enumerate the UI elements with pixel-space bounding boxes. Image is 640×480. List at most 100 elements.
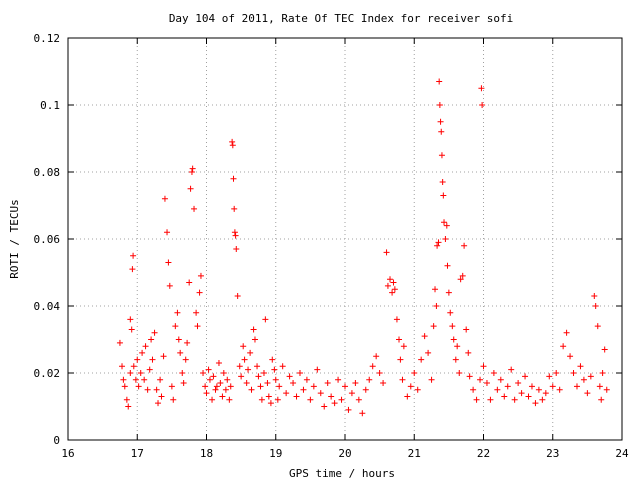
- data-point: [314, 366, 321, 373]
- x-tick-label: 21: [408, 447, 421, 460]
- data-point: [236, 363, 243, 370]
- data-point: [397, 356, 404, 363]
- data-point: [157, 376, 164, 383]
- data-point: [130, 363, 137, 370]
- data-point: [165, 259, 172, 266]
- data-point: [142, 343, 149, 350]
- y-tick-label: 0: [53, 434, 60, 447]
- data-point: [205, 366, 212, 373]
- data-point: [127, 316, 134, 323]
- data-point: [267, 400, 274, 407]
- data-point: [240, 343, 247, 350]
- data-point: [501, 393, 508, 400]
- data-point: [245, 366, 252, 373]
- data-point: [148, 336, 155, 343]
- data-point: [535, 386, 542, 393]
- data-point: [230, 175, 237, 182]
- data-point: [220, 370, 227, 376]
- data-point: [196, 289, 203, 296]
- data-point: [137, 370, 144, 376]
- data-point: [546, 373, 553, 380]
- data-point: [153, 386, 160, 393]
- data-point: [166, 282, 173, 289]
- y-tick-label: 0.08: [34, 166, 61, 179]
- data-point: [149, 356, 156, 363]
- data-point: [483, 380, 490, 387]
- data-point: [404, 393, 411, 400]
- data-point: [200, 370, 207, 376]
- data-point: [428, 376, 435, 383]
- data-point: [345, 406, 352, 413]
- data-point: [202, 383, 209, 390]
- data-point: [155, 400, 162, 407]
- data-point: [303, 376, 310, 383]
- data-point: [497, 376, 504, 383]
- data-point: [411, 370, 418, 376]
- data-point: [596, 383, 603, 390]
- data-point: [130, 252, 137, 259]
- data-point: [260, 370, 267, 376]
- data-point: [219, 393, 226, 400]
- data-point: [459, 272, 466, 279]
- plot-frame: [67, 37, 623, 441]
- data-point: [563, 329, 570, 336]
- x-tick-label: 18: [200, 447, 213, 460]
- data-point: [120, 376, 127, 383]
- data-point: [599, 370, 606, 376]
- data-point: [461, 242, 468, 249]
- data-point: [352, 380, 359, 387]
- data-point: [338, 396, 345, 403]
- data-point: [321, 403, 328, 410]
- data-point: [232, 232, 239, 239]
- data-point: [594, 323, 601, 330]
- data-point: [258, 396, 265, 403]
- data-point: [231, 229, 238, 236]
- data-point: [391, 286, 398, 293]
- data-point: [141, 376, 148, 383]
- y-tick-label: 0.02: [34, 367, 61, 380]
- data-point: [164, 229, 171, 236]
- y-tick-label: 0.1: [40, 99, 60, 112]
- data-point: [383, 249, 390, 256]
- data-point: [556, 386, 563, 393]
- data-point: [380, 380, 387, 387]
- data-point: [175, 336, 182, 343]
- data-point: [310, 383, 317, 390]
- data-point: [441, 219, 448, 226]
- data-point: [158, 393, 165, 400]
- data-point: [414, 386, 421, 393]
- data-point: [592, 303, 599, 309]
- data-point: [328, 393, 335, 400]
- data-point: [187, 185, 194, 192]
- data-point: [549, 383, 556, 390]
- data-point: [439, 179, 446, 186]
- data-point: [286, 373, 293, 380]
- data-point: [238, 373, 245, 380]
- data-point: [269, 356, 276, 363]
- data-point: [243, 380, 250, 387]
- data-point: [194, 323, 201, 330]
- data-point: [567, 353, 574, 360]
- data-point: [494, 386, 501, 393]
- data-point: [182, 356, 189, 363]
- data-point: [366, 376, 373, 383]
- data-point: [369, 363, 376, 370]
- data-point: [248, 386, 255, 393]
- data-point: [478, 85, 485, 92]
- data-point: [438, 152, 445, 159]
- data-point: [139, 349, 146, 356]
- data-point: [324, 380, 331, 387]
- data-point: [359, 410, 366, 417]
- data-point: [134, 356, 141, 363]
- data-point: [432, 286, 439, 293]
- data-point: [376, 370, 383, 376]
- data-point: [222, 386, 229, 393]
- data-point: [440, 192, 447, 199]
- data-point: [189, 165, 196, 172]
- data-point: [466, 373, 473, 380]
- data-point: [525, 393, 532, 400]
- data-point: [399, 376, 406, 383]
- data-point: [276, 383, 283, 390]
- data-point: [279, 363, 286, 370]
- data-point: [168, 383, 175, 390]
